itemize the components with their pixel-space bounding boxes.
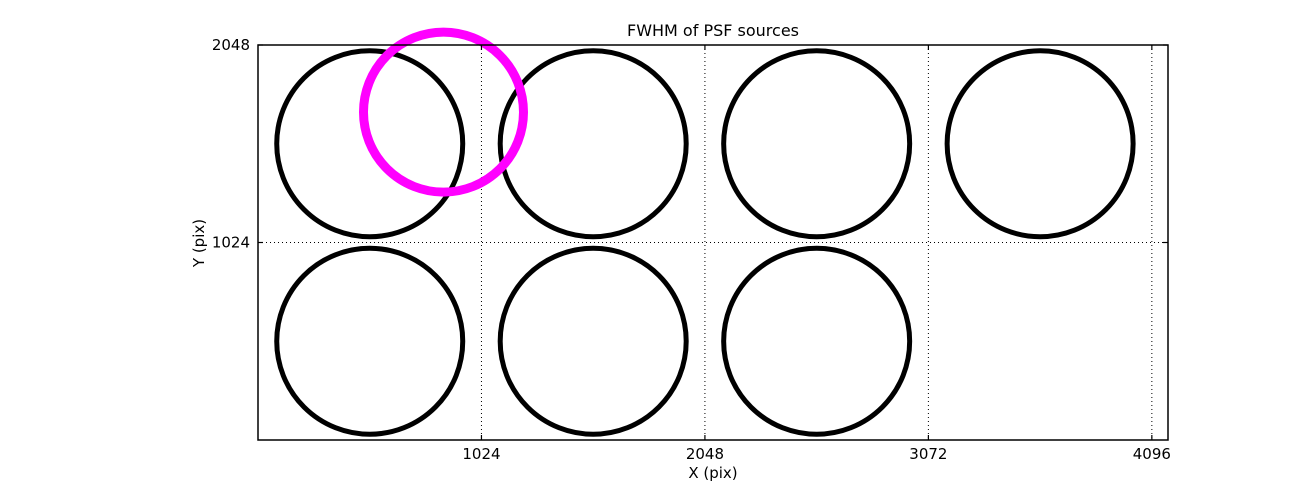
- psf-sources-marker: [721, 245, 913, 437]
- x-axis-label: X (pix): [688, 464, 737, 482]
- x-tick-label-2048: 2048: [686, 445, 724, 463]
- y-tick-label-1024: 1024: [212, 234, 250, 252]
- chart-title: FWHM of PSF sources: [627, 21, 799, 40]
- psf-sources-marker: [944, 48, 1136, 240]
- x-tick-label-1024: 1024: [462, 445, 500, 463]
- psf-sources-marker: [274, 48, 466, 240]
- axis-ticks: [258, 44, 1168, 440]
- psf-sources-marker: [274, 245, 466, 437]
- y-tick-label-2048: 2048: [212, 36, 250, 54]
- psf-sources-marker: [721, 48, 913, 240]
- y-axis-label: Y (pix): [190, 219, 208, 268]
- tick-labels: 1024 2048 3072 4096 1024 2048: [212, 36, 1171, 463]
- gridlines: [258, 44, 1168, 440]
- x-tick-label-3072: 3072: [909, 445, 947, 463]
- psf-sources-marker: [497, 48, 689, 240]
- x-tick-label-4096: 4096: [1133, 445, 1171, 463]
- psf-sources-marker: [497, 245, 689, 437]
- psf-circles: [274, 27, 1136, 437]
- highlighted-source-marker: [358, 27, 528, 197]
